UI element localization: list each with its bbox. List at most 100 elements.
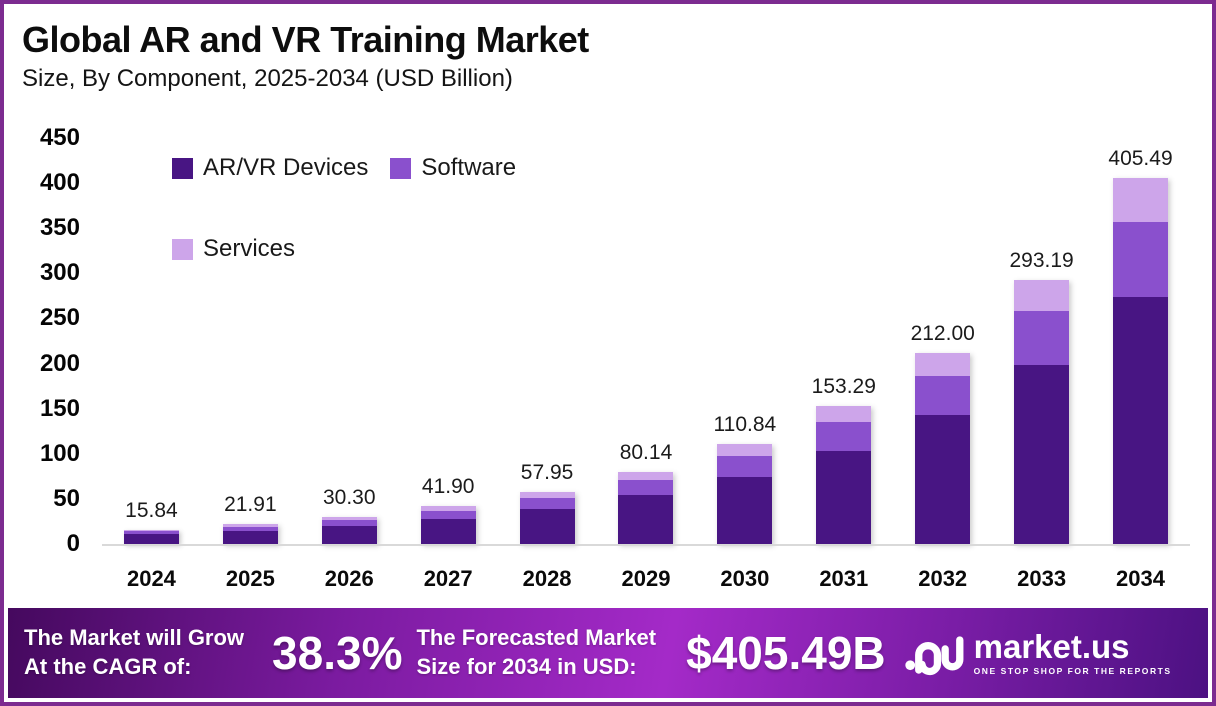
bar-segment-services [123,529,179,532]
bar-value-label: 80.14 [619,440,673,464]
legend-label-devices: AR/VR Devices [203,154,369,181]
bar-value-label: 212.00 [910,321,975,345]
bar-segment-software [618,480,674,496]
legend-swatch-devices-icon [172,157,193,179]
bar-group-2027: 41.90 [399,138,498,544]
bar-segment-software [123,531,179,535]
bar-stack [519,491,575,544]
bar-segment-services [915,352,971,376]
x-axis-line [102,544,1190,546]
bar-value-label: 41.90 [421,475,475,499]
bar-chart: 0 50 100 150 200 250 300 350 400 450 15.84 21.91 30… [24,122,1200,604]
x-axis-label: 2031 [819,566,869,591]
y-axis-tick: 450 [39,124,80,151]
bar-segment-services [1113,178,1169,223]
x-axis-label: 2032 [918,566,968,591]
forecast-value: $405.49B [686,627,886,679]
bar-segment-software [222,526,278,531]
bar-stack [123,529,179,544]
bar-segment-software [1014,311,1070,366]
bar-segment-services [1014,279,1070,312]
x-axis-label: 2029 [621,566,671,591]
y-axis-tick: 250 [39,304,80,332]
bar-value-label: 293.19 [1009,248,1074,272]
y-axis-tick: 150 [39,394,80,422]
legend-swatch-software-icon [390,157,412,179]
bar-segment-software [420,510,476,519]
bar-group-2029: 80.14 [597,138,696,544]
bar-stack [816,405,872,544]
bar-value-label: 405.49 [1108,147,1173,171]
bar-segment-services [618,471,674,481]
y-axis-tick: 100 [39,439,80,467]
bar-value-label: 57.95 [520,460,574,484]
cagr-label: The Market will Grow At the CAGR of: [24,624,244,681]
y-axis-tick: 0 [66,530,80,557]
bar-value-label: 15.84 [125,498,178,522]
footer-banner: The Market will Grow At the CAGR of: 38.… [8,608,1208,698]
legend-label-software: Software [421,154,517,181]
bar-group-2033: 293.19 [992,138,1091,544]
bar-group-2034: 405.49 [1091,138,1190,544]
x-axis-label: 2027 [423,566,473,591]
bar-segment-services [420,506,476,511]
bar-segment-ar-vr-devices [321,525,377,544]
bar-stack [321,516,377,544]
bar-stack [420,506,476,544]
legend-item-services: Services [172,235,295,263]
bar-segment-services [717,444,773,457]
bar-segment-software [915,375,971,415]
cagr-value: 38.3% [272,627,403,679]
forecast-label-line1: The Forecasted Market [416,625,657,651]
bar-segment-software [717,456,773,477]
legend-label-services: Services [203,235,296,262]
bar-value-label: 153.29 [811,374,876,398]
bar-segment-ar-vr-devices [1113,297,1169,544]
bar-segment-services [519,491,575,499]
bar-value-label: 110.84 [713,413,777,437]
y-axis-tick: 300 [39,259,80,287]
forecast-label-line2: Size for 2034 in USD: [416,654,637,679]
bar-segment-ar-vr-devices [1014,365,1070,544]
bar-value-label: 21.91 [224,493,277,517]
x-axis-label: 2024 [126,566,176,591]
bar-stack [618,471,674,544]
legend-row-2: Services [172,235,516,263]
legend-item-devices: AR/VR Devices [172,154,368,182]
forecast-label: The Forecasted Market Size for 2034 in U… [416,624,656,681]
bar-stack [222,524,278,544]
x-axis-label: 2030 [720,566,770,591]
bar-segment-ar-vr-devices [519,508,575,544]
x-axis-label: 2033 [1017,566,1067,591]
cagr-label-line1: The Market will Grow [24,625,245,651]
bar-segment-software [816,422,872,451]
x-axis-label: 2026 [324,566,374,591]
brand-tagline: ONE STOP SHOP FOR THE REPORTS [973,666,1172,676]
bar-segment-ar-vr-devices [915,414,971,544]
bar-segment-software [1113,222,1169,298]
bar-segment-ar-vr-devices [816,450,872,544]
y-axis-tick: 50 [53,484,80,512]
x-axis-label: 2025 [225,566,275,591]
bar-stack [1113,178,1169,544]
bar-stack [717,444,773,544]
bar-segment-ar-vr-devices [618,495,674,544]
bar-group-2026: 30.30 [300,138,399,544]
bar-segment-software [519,498,575,509]
bar-segment-services [816,405,872,423]
page-title: Global AR and VR Training Market [22,19,589,60]
bar-stack [1014,279,1070,544]
bar-group-2025: 21.91 [201,138,300,544]
y-axis-tick: 200 [39,349,80,377]
y-axis-tick: 400 [39,169,80,197]
bar-segment-software [321,519,377,526]
chart-legend: AR/VR Devices Software Services [172,154,516,263]
y-axis-tick: 350 [39,214,80,242]
bar-segment-services [321,516,377,520]
bar-segment-ar-vr-devices [222,530,278,544]
marketus-logo-mark-icon [904,636,964,676]
bar-segment-ar-vr-devices [420,518,476,544]
cagr-label-line2: At the CAGR of: [24,654,192,679]
legend-item-software: Software [390,154,516,182]
